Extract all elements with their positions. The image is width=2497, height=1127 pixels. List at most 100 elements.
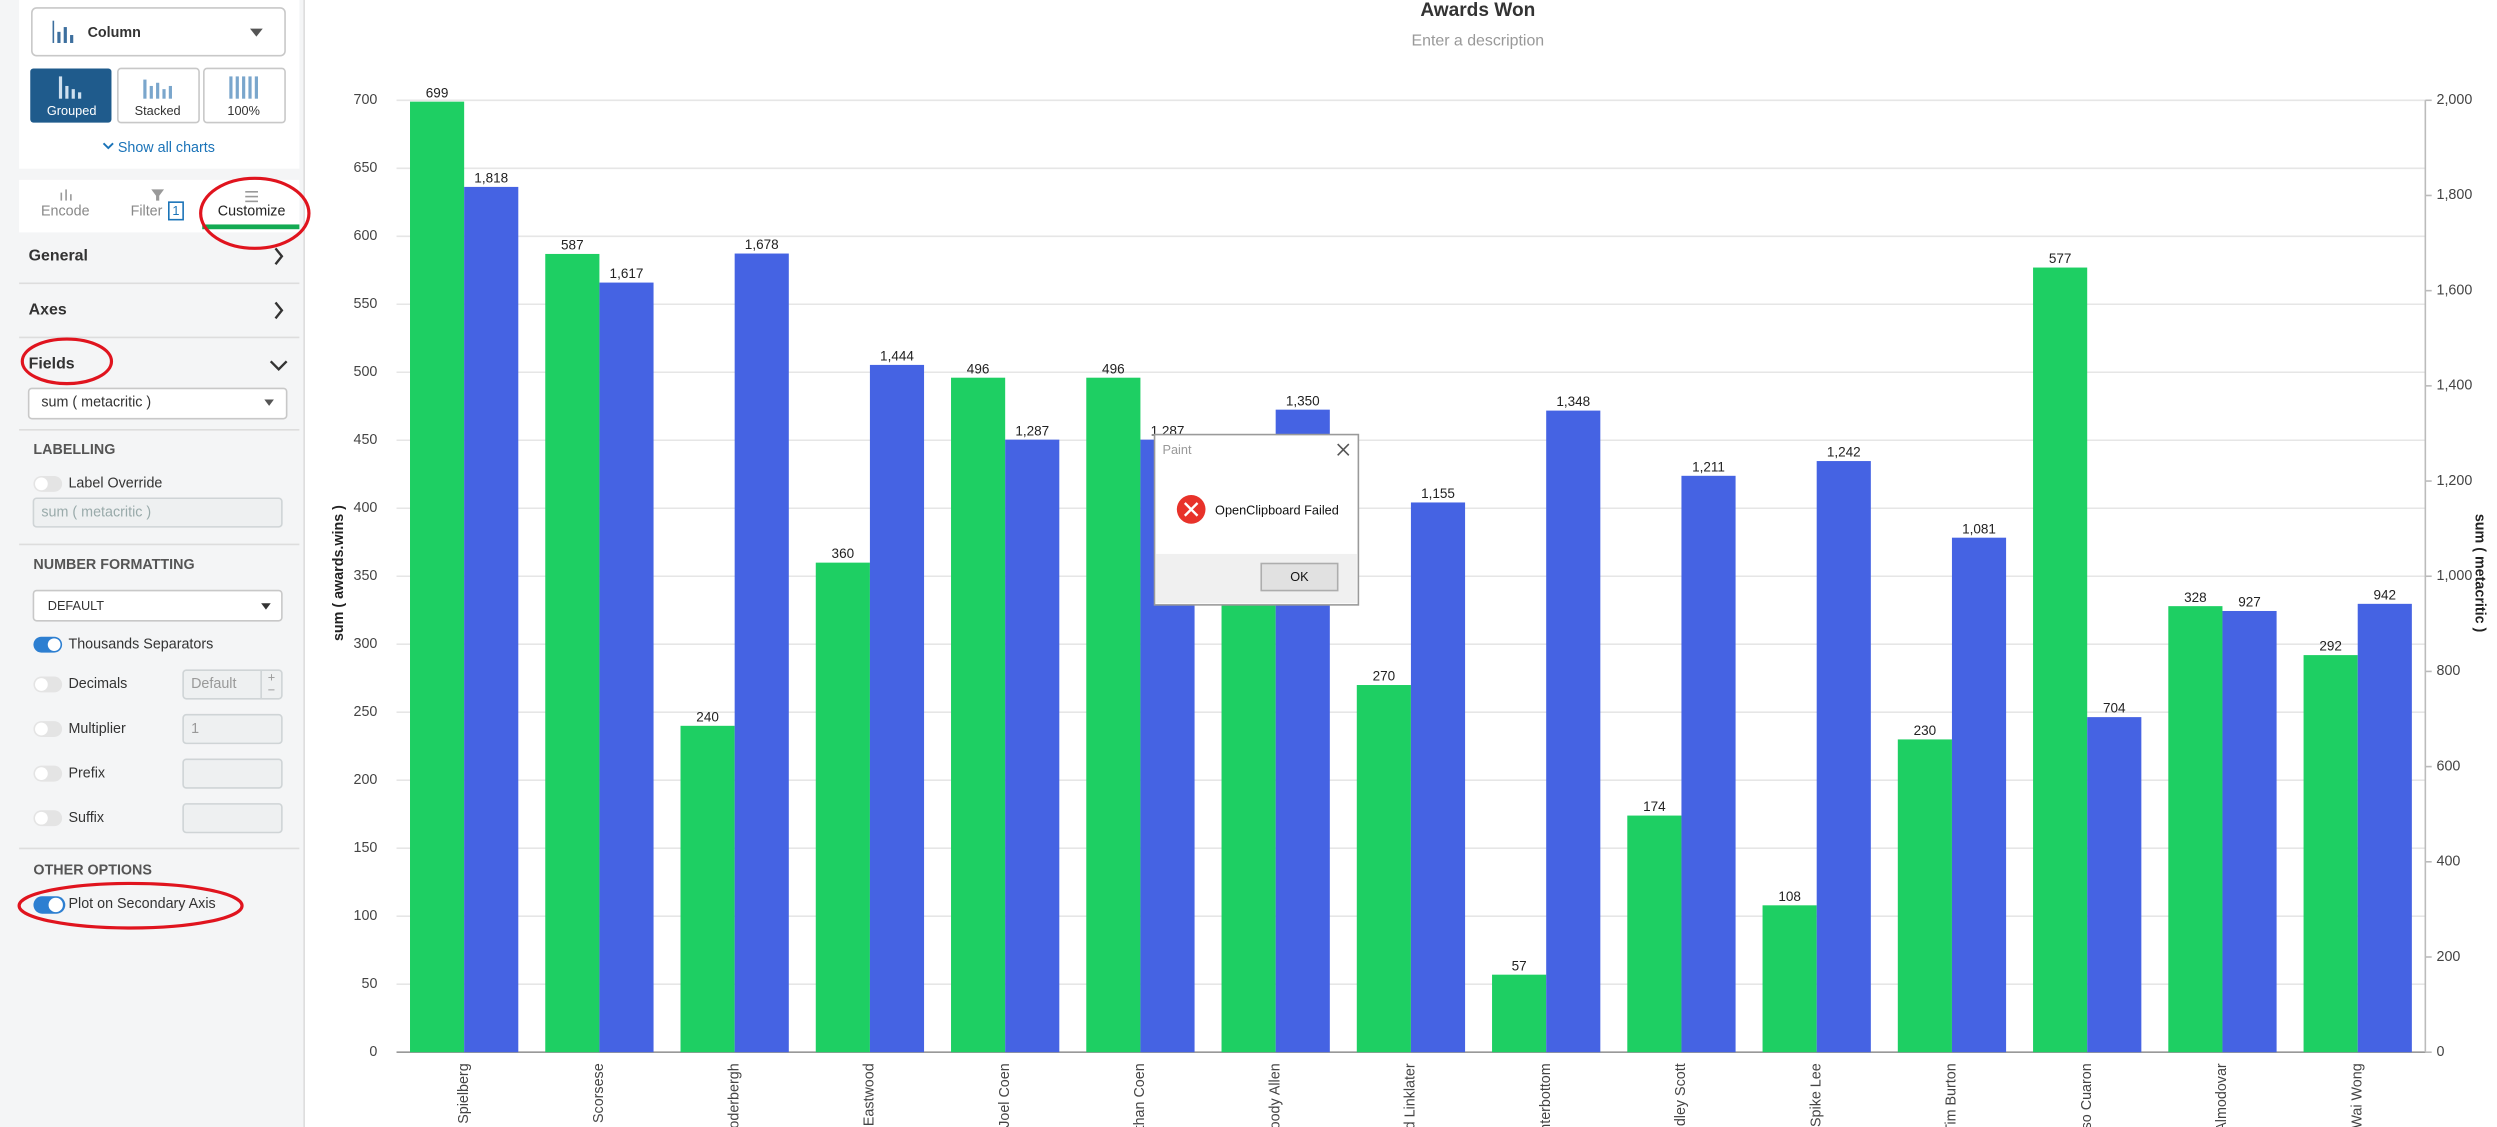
bar (951, 377, 1006, 1053)
y-axis-title: sum ( awards.wins ) (331, 505, 347, 641)
tab[interactable]: Encode (41, 203, 90, 219)
group-heading: NUMBER FORMATTING (33, 557, 194, 573)
chevron (102, 142, 114, 150)
y-tick-label: 450 (354, 432, 378, 448)
value-label: 496 (1102, 361, 1125, 376)
bar (1492, 974, 1547, 1053)
error-x (1183, 502, 1199, 517)
y-tick-label: 100 (354, 908, 378, 924)
y2-tick-label: 1,800 (2436, 187, 2472, 203)
ok-label: OK (1290, 569, 1309, 584)
x-tick-label: Spike Lee (1808, 1063, 1824, 1127)
format: DEFAULT (48, 598, 105, 613)
section-header[interactable]: Axes (29, 302, 67, 319)
tab-underline (202, 224, 300, 230)
bar (1897, 739, 1952, 1053)
bar (2087, 717, 2142, 1053)
value-label: 1,818 (474, 171, 508, 186)
bar (1627, 815, 1682, 1053)
tab[interactable]: Customize (218, 203, 286, 219)
y-tick-label: 300 (354, 636, 378, 652)
value-label: 1,348 (1556, 394, 1590, 409)
tab[interactable]: Filter (131, 203, 163, 219)
show-all-link[interactable]: Show all charts (118, 140, 215, 156)
input[interactable] (182, 803, 283, 834)
value-label: 1,211 (1692, 459, 1725, 474)
y-tick-label: 0 (369, 1044, 377, 1060)
value-label: 577 (2049, 251, 2072, 266)
value-label: 108 (1778, 889, 1801, 904)
bar (1546, 410, 1601, 1053)
toggle-label: Multiplier (68, 721, 126, 737)
annotations (17, 176, 311, 930)
dialog: Paint OpenClipboard Failed OK (1153, 433, 1360, 606)
x-tick-label: Tim Burton (1944, 1063, 1960, 1127)
field: sum ( metacritic ) (41, 395, 151, 411)
x-tick-label: Almodovar (2214, 1063, 2230, 1127)
close-icon[interactable] (1337, 443, 1350, 456)
toggle-knob (35, 811, 48, 825)
format-select[interactable] (32, 589, 283, 622)
bar (410, 101, 465, 1053)
tab-bar (19, 179, 300, 233)
chevron (269, 360, 288, 371)
bar (815, 562, 870, 1053)
input[interactable] (182, 669, 283, 700)
toggle-knob (35, 477, 48, 491)
section-header[interactable]: General (29, 247, 88, 264)
value-label: 704 (2103, 701, 2126, 716)
x-tick-label: n Scorsese (591, 1063, 607, 1127)
x-tick-label: Soderbergh (726, 1063, 742, 1127)
group-heading: LABELLING (33, 442, 115, 458)
sidebar: Column Grouped Stacked 100% Show all cha… (0, 0, 311, 1127)
toggle-label: Decimals (68, 676, 127, 692)
chart: Awards Won Enter a description sum ( awa… (331, 0, 2488, 1127)
y-tick-label: 200 (354, 772, 378, 788)
field-select[interactable] (27, 387, 288, 420)
value-label: 1,287 (1015, 423, 1049, 438)
layout-label: Grouped (47, 103, 97, 118)
placeholder: sum ( metacritic ) (41, 504, 151, 520)
input[interactable] (182, 713, 283, 745)
bar (1951, 537, 2007, 1053)
y2-tick-label: 1,200 (2436, 473, 2472, 489)
caret (261, 603, 271, 610)
bar (1681, 475, 1736, 1053)
y2-tick-label: 1,400 (2436, 378, 2472, 394)
y-tick-label: 150 (354, 840, 378, 856)
spinner-icon: + (268, 669, 275, 684)
layout-button[interactable] (30, 68, 112, 123)
y2-tick-label: 600 (2436, 758, 2460, 774)
bar (1356, 685, 1411, 1053)
x-tick-label: nso Cuaron (2079, 1063, 2095, 1127)
y2-tick-label: 1,600 (2436, 282, 2472, 298)
value-label: 230 (1914, 723, 1937, 738)
x-tick-label: Ethan Coen (1132, 1063, 1148, 1127)
chart-type: Column (88, 25, 141, 41)
bar (545, 253, 600, 1053)
value-label: 587 (561, 238, 584, 253)
input[interactable] (32, 497, 283, 528)
tab-icons (60, 189, 258, 203)
bar (2033, 267, 2088, 1053)
x-tick-label: t Eastwood (862, 1063, 878, 1127)
input[interactable] (182, 758, 283, 789)
y-tick-label: 350 (354, 568, 378, 584)
dialog-title: Paint (1163, 442, 1192, 457)
y-tick-label: 700 (354, 92, 378, 108)
toggle-label: Label Override (68, 476, 162, 492)
bar (1005, 439, 1060, 1053)
toggle-knob (35, 767, 48, 780)
bar (734, 253, 789, 1053)
chart-type-select[interactable] (31, 7, 286, 57)
ok-button[interactable] (1260, 562, 1339, 592)
chevron (274, 247, 284, 265)
chart-subtitle[interactable]: Enter a description (1411, 33, 1544, 50)
value-label: 1,444 (880, 349, 914, 364)
value-label: 292 (2319, 639, 2342, 654)
toggle-label: Prefix (68, 765, 105, 781)
caret (250, 28, 263, 37)
x-tick-label: n Spielberg (456, 1063, 472, 1127)
section-header[interactable]: Fields (29, 356, 75, 373)
